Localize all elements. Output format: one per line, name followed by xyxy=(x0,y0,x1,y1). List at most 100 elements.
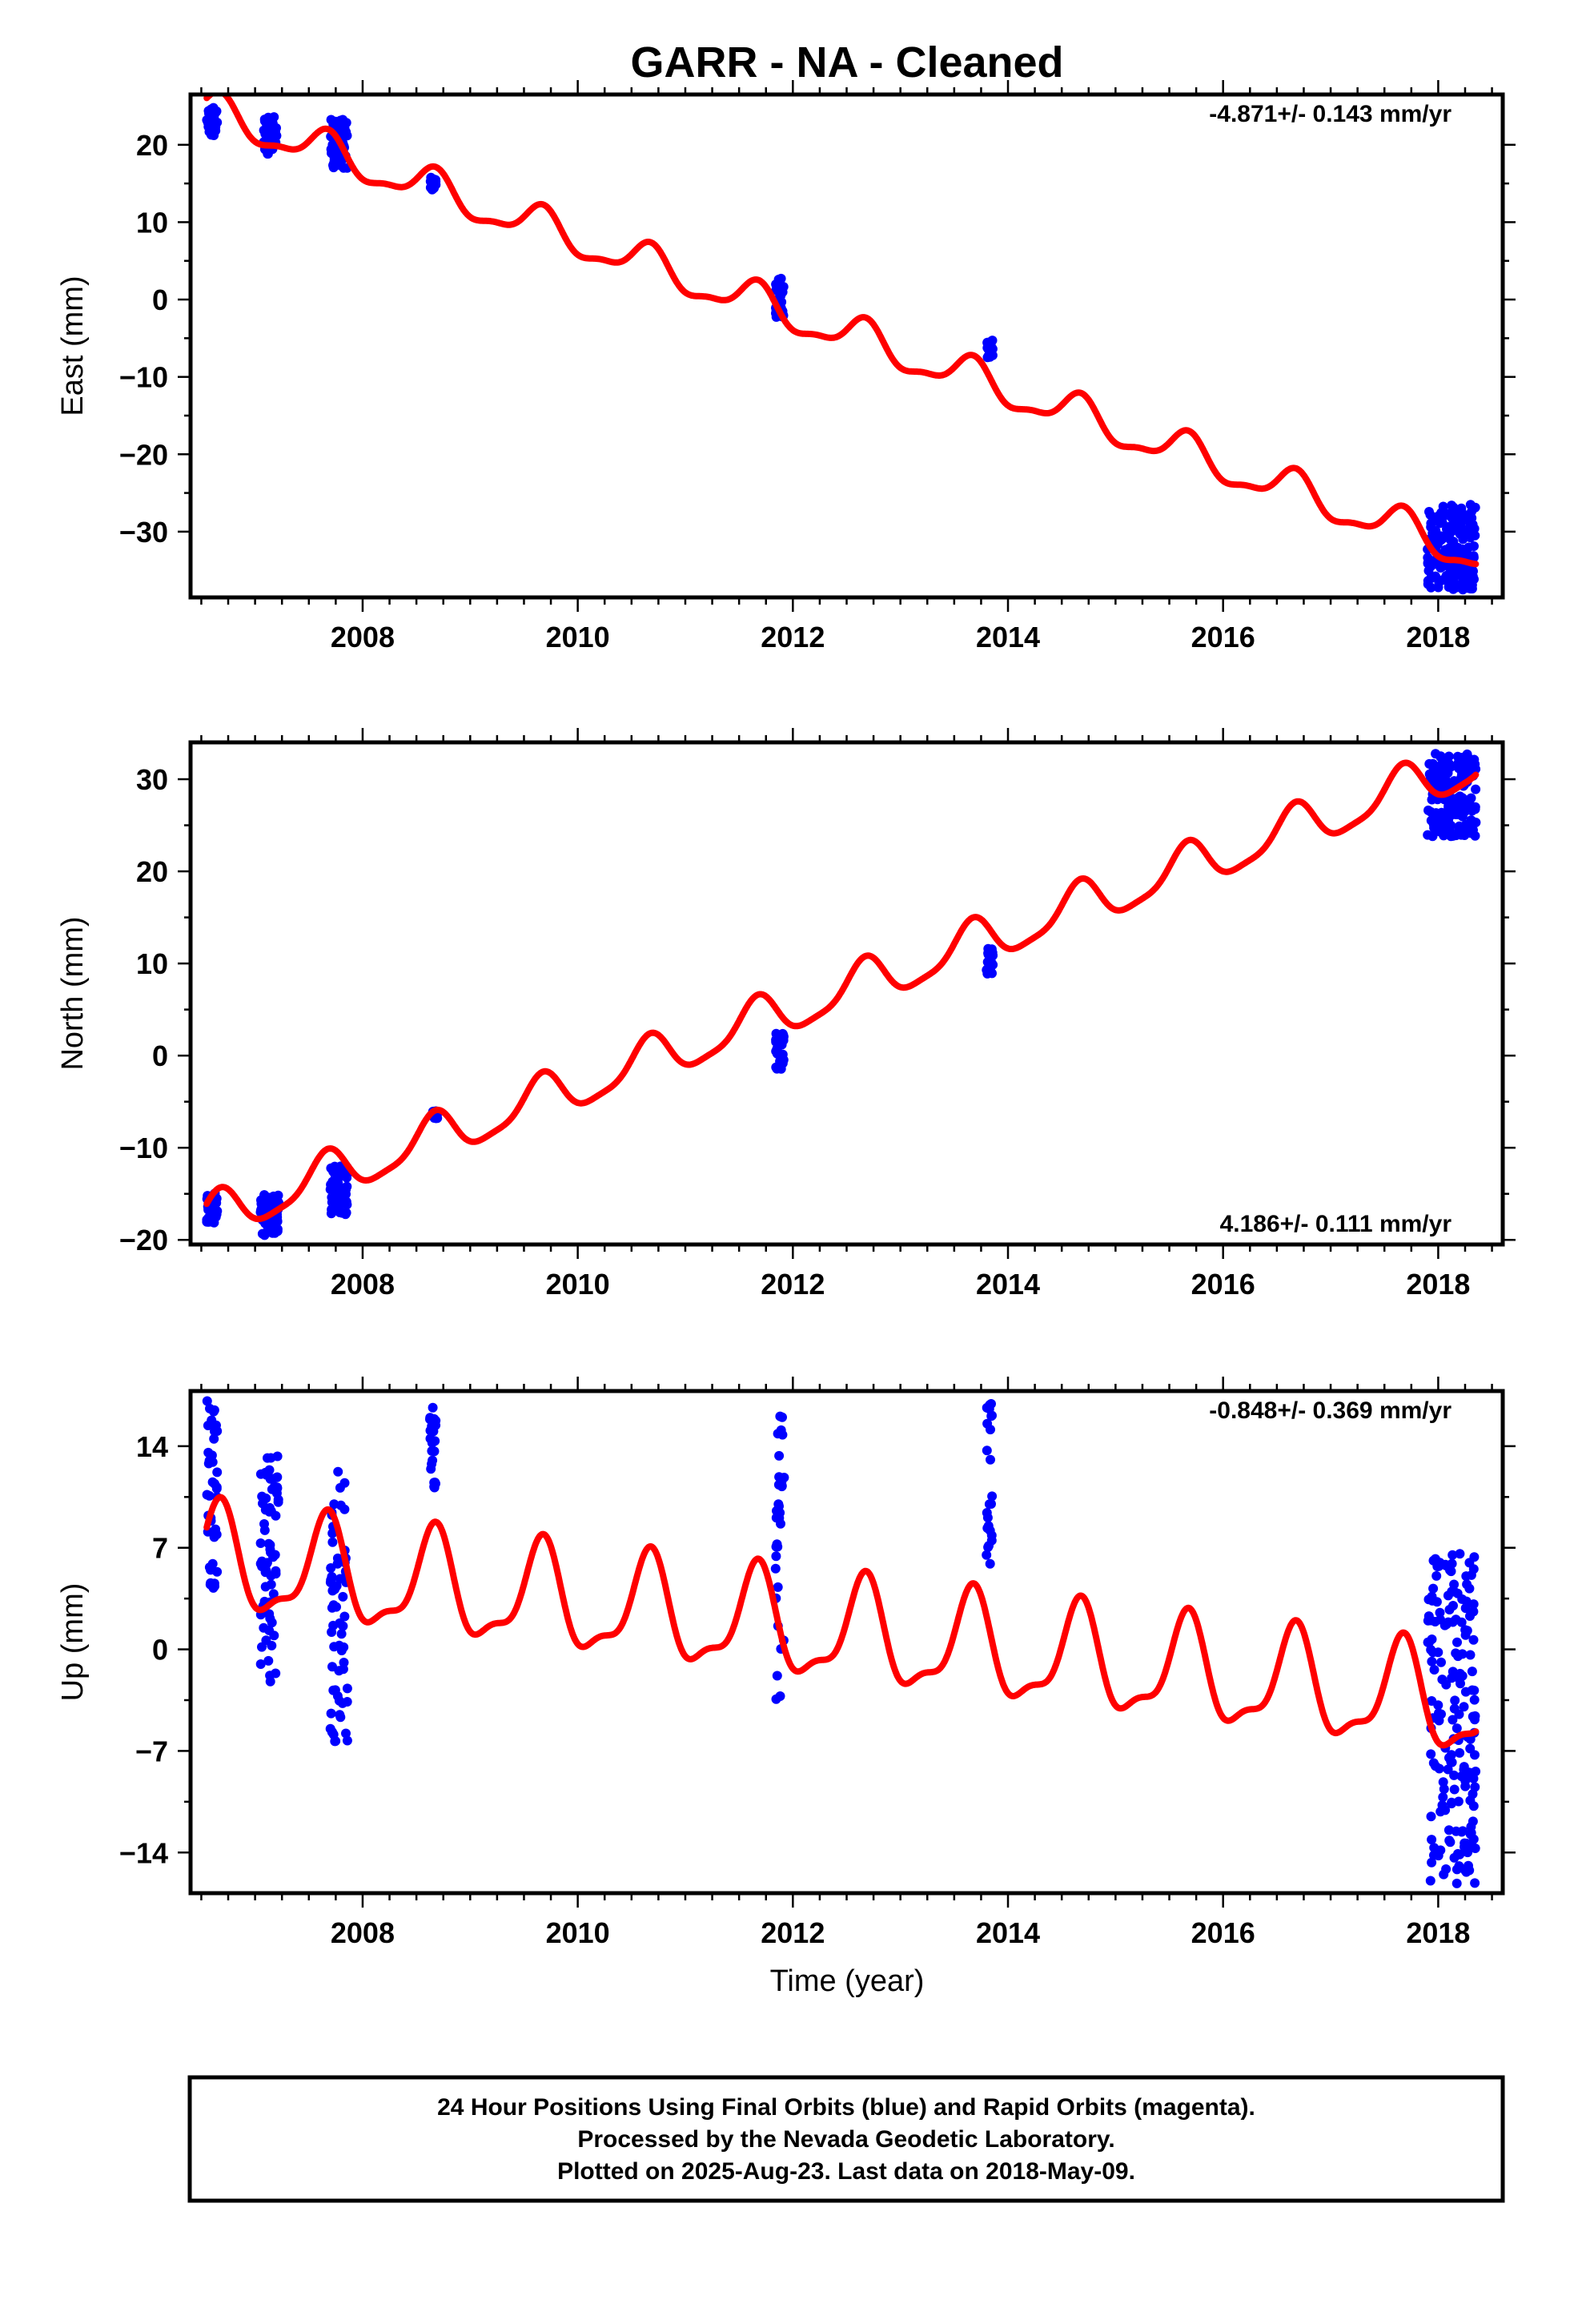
up-data-point xyxy=(204,1490,215,1501)
up-data-point xyxy=(262,1558,272,1568)
x-axis-label: Time (year) xyxy=(770,1964,925,1998)
up-data-point xyxy=(335,1574,345,1584)
up-data-point xyxy=(776,1425,786,1435)
east-data-point xyxy=(1470,530,1480,541)
up-data-point xyxy=(427,1437,437,1448)
up-data-point xyxy=(209,1532,219,1542)
panel-east: 2008 2010 2012 2014 2016 2018 −30 −20 −10 0 10 20 Ea… xyxy=(56,80,1516,653)
up-data-point xyxy=(1451,1614,1461,1625)
up-data-point xyxy=(327,1537,338,1547)
up-data-point xyxy=(209,1433,219,1444)
up-data-point xyxy=(428,1402,438,1413)
east-data-point xyxy=(1443,530,1453,541)
up-data-point xyxy=(1460,1775,1471,1786)
up-data-point xyxy=(1447,1550,1458,1560)
up-data-point xyxy=(341,1728,351,1739)
up-data-point xyxy=(339,1611,350,1622)
up-data-point xyxy=(1427,1656,1437,1667)
up-data-point xyxy=(342,1735,352,1746)
east-model-curve xyxy=(203,94,1480,568)
east-x-tick-label: 2012 xyxy=(761,621,825,653)
up-data-point xyxy=(1470,1878,1480,1888)
north-data-point xyxy=(1446,762,1456,772)
up-data-point xyxy=(429,1413,440,1424)
up-data-point xyxy=(1433,1647,1443,1658)
up-data-point xyxy=(775,1508,785,1518)
east-data-point xyxy=(1447,581,1458,592)
up-data-point xyxy=(1455,1549,1465,1559)
up-data-point xyxy=(982,1418,993,1429)
east-data-point xyxy=(337,118,347,128)
north-data-point xyxy=(330,1161,340,1172)
up-data-point xyxy=(1460,1687,1471,1697)
north-data-point xyxy=(1430,766,1439,776)
up-data-point xyxy=(986,1499,996,1509)
up-data-point xyxy=(203,1447,214,1458)
up-data-point xyxy=(1451,1648,1461,1659)
east-data-point xyxy=(1449,561,1460,572)
east-data-point xyxy=(986,347,997,357)
up-data-point xyxy=(255,1469,266,1479)
up-data-point xyxy=(1428,1583,1439,1594)
east-y-tick-label: 10 xyxy=(136,206,168,239)
up-data-point xyxy=(1438,1777,1448,1787)
up-data-point xyxy=(266,1453,276,1463)
north-data-point xyxy=(1457,802,1468,813)
up-data-point xyxy=(1468,1599,1479,1610)
up-data-point xyxy=(1450,1695,1460,1706)
north-data-point xyxy=(211,1198,222,1208)
up-data-point xyxy=(263,1538,274,1549)
up-data-point xyxy=(1453,1796,1464,1807)
east-data-point xyxy=(261,131,271,142)
up-y-tick-label: 7 xyxy=(152,1532,168,1565)
up-data-point xyxy=(339,1478,350,1488)
up-data-point xyxy=(770,1563,781,1574)
up-data-point xyxy=(271,1566,281,1576)
north-data-point xyxy=(1467,762,1477,772)
up-data-point xyxy=(1470,1750,1480,1760)
east-data-point xyxy=(1436,509,1447,519)
east-data-point xyxy=(1465,584,1476,594)
up-data-point xyxy=(1447,1586,1457,1597)
north-data-point xyxy=(1458,752,1468,762)
up-data-point xyxy=(983,1542,994,1552)
up-data-point xyxy=(268,1589,279,1599)
up-data-point xyxy=(264,1625,275,1635)
up-data-point xyxy=(1465,1611,1475,1621)
up-data-point xyxy=(428,1426,439,1437)
north-data-point xyxy=(339,1193,350,1204)
up-plot-frame xyxy=(188,1389,1505,1896)
up-data-point xyxy=(1462,1579,1472,1590)
up-data-point xyxy=(982,1445,992,1456)
up-data-point xyxy=(255,1659,266,1669)
east-data-point xyxy=(268,123,279,133)
up-data-point xyxy=(338,1664,348,1675)
up-data-point xyxy=(271,1510,281,1521)
up-data-point xyxy=(1464,1767,1474,1778)
up-data-point xyxy=(1427,1857,1437,1868)
up-data-point xyxy=(1439,1784,1449,1794)
up-data-point xyxy=(1444,1835,1455,1846)
up-data-point xyxy=(204,1456,215,1466)
up-data-point xyxy=(330,1584,340,1594)
up-data-point xyxy=(336,1629,347,1639)
north-rate-label: 4.186+/- 0.111 mm/yr xyxy=(1220,1211,1452,1237)
east-data-point xyxy=(430,179,440,190)
up-data-point xyxy=(1443,1764,1453,1775)
up-data-point xyxy=(1443,1825,1454,1835)
north-model-curve xyxy=(203,759,1480,1223)
up-data-point xyxy=(1447,1797,1457,1807)
north-data-point xyxy=(342,1172,352,1183)
up-data-point xyxy=(1427,1835,1437,1845)
up-data-point xyxy=(1434,1715,1444,1726)
east-data-point xyxy=(1426,582,1436,593)
up-data-point xyxy=(1435,1607,1445,1618)
up-data-point xyxy=(983,1521,994,1531)
up-data-point xyxy=(259,1519,269,1529)
up-data-point xyxy=(987,1491,998,1502)
east-data-point xyxy=(1427,517,1438,527)
up-data-point xyxy=(327,1662,337,1672)
north-x-tick-label: 2018 xyxy=(1406,1268,1470,1301)
east-data-point xyxy=(778,282,789,292)
